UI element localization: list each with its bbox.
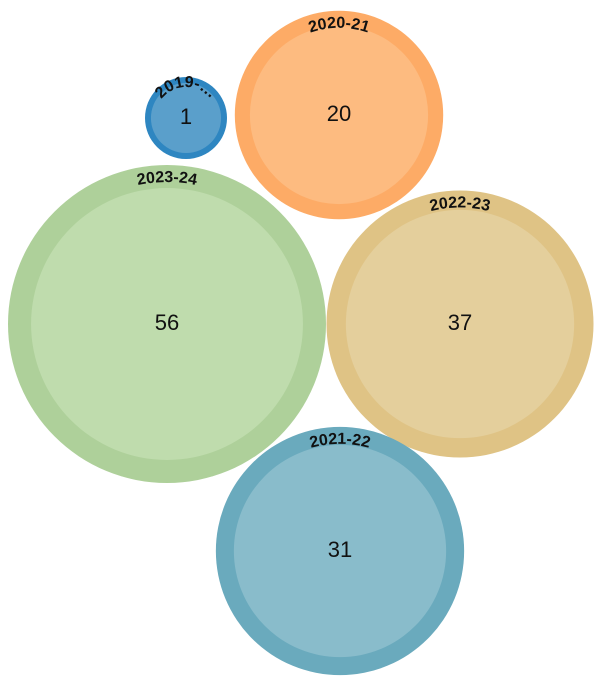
category-label-path: 2020-21 <box>307 15 372 37</box>
value-label: 31 <box>328 537 352 562</box>
bubble-inner <box>249 25 429 205</box>
value-label: 37 <box>448 310 472 335</box>
category-label: 2023-24 <box>136 169 199 189</box>
bubble-inner <box>150 82 222 154</box>
bubble: 20 2020-21 <box>234 10 444 220</box>
bubble: 56 2023-24 <box>8 165 326 483</box>
value-label: 1 <box>180 104 192 129</box>
category-label-path: 2021-22 <box>308 431 372 452</box>
bubble-inner <box>31 188 303 460</box>
bubble: 37 2022-23 <box>326 190 594 458</box>
value-label: 56 <box>155 310 179 335</box>
category-label-path: 2023-24 <box>136 169 199 189</box>
category-label: 2022-23 <box>428 194 492 215</box>
category-label: 2020-21 <box>307 15 372 37</box>
category-label-path: 2022-23 <box>428 194 492 215</box>
value-label: 20 <box>327 101 351 126</box>
bubble: 31 2021-22 <box>215 426 465 676</box>
category-label: 2021-22 <box>308 431 372 452</box>
bubble-inner <box>345 209 575 439</box>
bubble: 12019-… <box>145 74 227 159</box>
bubble-inner <box>233 444 447 658</box>
